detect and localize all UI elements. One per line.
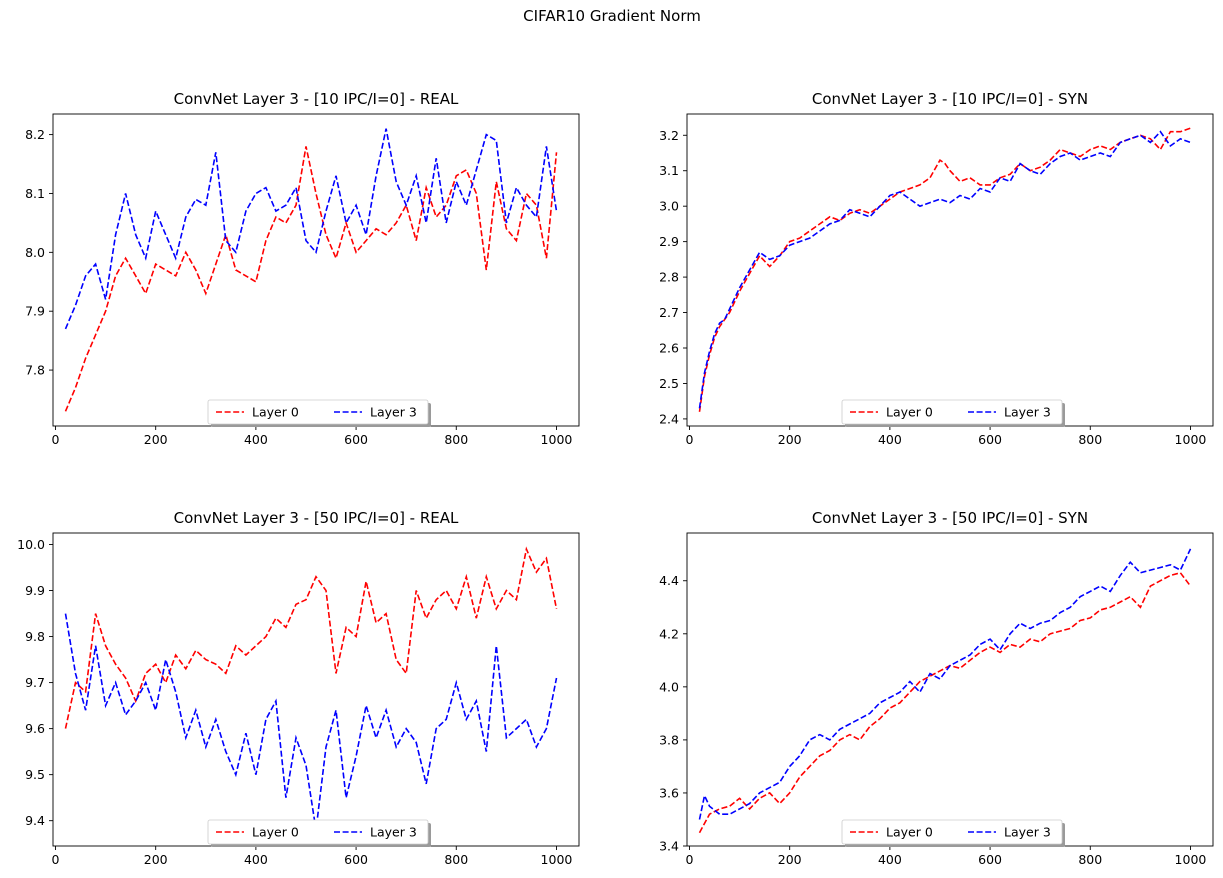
y-tick-label: 3.1 (659, 163, 679, 178)
legend-box (207, 819, 429, 845)
x-tick-label: 0 (686, 852, 694, 867)
x-tick-label: 600 (978, 852, 1002, 867)
x-tick-label: 200 (144, 852, 168, 867)
x-tick-label: 1000 (541, 852, 573, 867)
y-tick-label: 2.4 (659, 411, 679, 426)
subplot-title: ConvNet Layer 3 - [10 IPC/I=0] - SYN (812, 90, 1088, 108)
y-tick-label: 7.8 (25, 363, 45, 378)
x-tick-label: 800 (444, 852, 468, 867)
legend-label: Layer 0 (886, 825, 933, 840)
legend-box (207, 399, 429, 425)
y-tick-label: 3.8 (659, 732, 679, 747)
y-tick-label: 3.4 (659, 839, 679, 854)
y-tick-label: 9.5 (25, 767, 45, 782)
legend: Layer 0 Layer 3 (207, 399, 431, 427)
legend-label: Layer 0 (252, 825, 299, 840)
y-tick-label: 7.9 (25, 304, 45, 319)
x-tick-label: 400 (878, 432, 902, 447)
legend-label: Layer 3 (1004, 405, 1051, 420)
x-tick-label: 600 (978, 432, 1002, 447)
y-tick-label: 8.1 (25, 186, 45, 201)
legend-box (841, 819, 1063, 845)
y-tick-label: 2.8 (659, 270, 679, 285)
y-tick-label: 8.0 (25, 245, 45, 260)
subplot-1: ConvNet Layer 3 - [10 IPC/I=0] - REAL 0 20… (25, 90, 580, 447)
y-tick-label: 2.6 (659, 341, 679, 356)
legend: Layer 0 Layer 3 (207, 819, 431, 847)
x-tick-label: 0 (52, 852, 60, 867)
y-tick-label: 9.9 (25, 583, 45, 598)
legend-label: Layer 3 (370, 825, 417, 840)
y-tick-label: 2.5 (659, 376, 679, 391)
legend: Layer 0 Layer 3 (841, 399, 1065, 427)
x-tick-label: 1000 (1175, 432, 1207, 447)
legend-label: Layer 0 (252, 405, 299, 420)
subplot-title: ConvNet Layer 3 - [50 IPC/I=0] - REAL (174, 509, 459, 527)
y-tick-label: 2.7 (659, 305, 679, 320)
y-tick-label: 4.0 (659, 679, 679, 694)
x-tick-label: 400 (244, 852, 268, 867)
x-tick-label: 200 (778, 432, 802, 447)
x-tick-label: 600 (344, 852, 368, 867)
series-line-layer3 (698, 130, 1191, 409)
subplot-title: ConvNet Layer 3 - [10 IPC/I=0] - REAL (174, 90, 459, 108)
x-tick-label: 1000 (541, 432, 573, 447)
series-line-layer0 (698, 571, 1192, 834)
y-tick-label: 3.6 (659, 785, 679, 800)
legend-box (841, 399, 1063, 425)
x-tick-label: 0 (52, 432, 60, 447)
y-tick-label: 8.2 (25, 127, 45, 142)
series-line-layer3 (64, 128, 558, 330)
subplot-4: ConvNet Layer 3 - [50 IPC/I=0] - SYN 0 200… (659, 509, 1214, 867)
x-tick-label: 800 (1078, 432, 1102, 447)
x-tick-label: 400 (878, 852, 902, 867)
y-tick-label: 9.8 (25, 629, 45, 644)
x-tick-label: 200 (778, 852, 802, 867)
x-tick-label: 800 (1078, 852, 1102, 867)
x-tick-label: 0 (686, 432, 694, 447)
legend-label: Layer 3 (1004, 825, 1051, 840)
figure-suptitle: CIFAR10 Gradient Norm (523, 7, 701, 25)
series-line-layer0 (64, 546, 558, 729)
x-tick-label: 400 (244, 432, 268, 447)
y-tick-label: 9.4 (25, 813, 45, 828)
y-tick-label: 9.7 (25, 675, 45, 690)
y-tick-label: 10.0 (17, 537, 45, 552)
legend-label: Layer 0 (886, 405, 933, 420)
y-tick-label: 9.6 (25, 721, 45, 736)
subplot-grid: ConvNet Layer 3 - [10 IPC/I=0] - REAL 0 20… (17, 90, 1214, 867)
series-line-layer0 (64, 146, 558, 412)
y-tick-label: 4.2 (659, 626, 679, 641)
y-tick-label: 3.2 (659, 128, 679, 143)
legend: Layer 0 Layer 3 (841, 819, 1065, 847)
subplot-3: ConvNet Layer 3 - [50 IPC/I=0] - REAL 0 20… (17, 509, 580, 867)
legend-label: Layer 3 (370, 405, 417, 420)
subplot-2: ConvNet Layer 3 - [10 IPC/I=0] - SYN 0 200… (659, 90, 1214, 447)
subplot-title: ConvNet Layer 3 - [50 IPC/I=0] - SYN (812, 509, 1088, 527)
series-line-layer0 (698, 127, 1191, 412)
y-tick-label: 3.0 (659, 199, 679, 214)
x-tick-label: 800 (444, 432, 468, 447)
x-tick-label: 1000 (1175, 852, 1207, 867)
x-tick-label: 200 (144, 432, 168, 447)
y-tick-label: 2.9 (659, 234, 679, 249)
y-tick-label: 4.4 (659, 573, 679, 588)
x-tick-label: 600 (344, 432, 368, 447)
series-line-layer3 (64, 613, 558, 831)
